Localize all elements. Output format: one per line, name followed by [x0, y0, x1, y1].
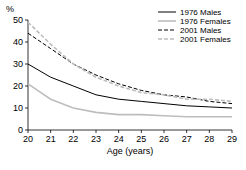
y-tick [25, 42, 28, 43]
x-tick-label: 29 [227, 134, 237, 144]
x-tick-label: 22 [68, 134, 78, 144]
x-tick [209, 130, 210, 133]
x-tick-label: 24 [114, 134, 124, 144]
y-tick [25, 86, 28, 87]
y-tick-label: 20 [13, 81, 23, 91]
x-tick [28, 130, 29, 133]
x-tick [232, 130, 233, 133]
x-label: Age (years) [107, 146, 154, 156]
x-tick-label: 21 [46, 134, 56, 144]
x-tick [96, 130, 97, 133]
legend-key [158, 20, 176, 22]
legend-label: 1976 Males [180, 8, 221, 17]
x-tick [73, 130, 74, 133]
legend-label: 2001 Males [180, 26, 221, 35]
y-axis [28, 20, 29, 130]
y-tick [25, 108, 28, 109]
x-tick-label: 20 [23, 134, 33, 144]
x-tick-label: 28 [204, 134, 214, 144]
x-tick [186, 130, 187, 133]
y-tick-label: 40 [13, 37, 23, 47]
y-tick [25, 20, 28, 21]
x-tick [50, 130, 51, 133]
y-tick-label: 50 [13, 15, 23, 25]
legend-key [158, 30, 176, 31]
series-line [28, 22, 232, 101]
x-axis [28, 130, 232, 131]
y-tick [25, 64, 28, 65]
x-tick-label: 26 [159, 134, 169, 144]
y-tick-label: 30 [13, 59, 23, 69]
x-tick-label: 25 [136, 134, 146, 144]
x-tick [141, 130, 142, 133]
legend-key [158, 38, 176, 40]
x-tick [118, 130, 119, 133]
x-tick-label: 23 [91, 134, 101, 144]
legend-label: 2001 Females [180, 35, 231, 44]
y-tick [25, 130, 28, 131]
legend-key [158, 12, 176, 13]
series-line [28, 64, 232, 108]
plot [28, 22, 232, 117]
y-label: % [6, 4, 14, 14]
x-tick-label: 27 [182, 134, 192, 144]
y-tick-label: 10 [13, 103, 23, 113]
legend-label: 1976 Females [180, 17, 231, 26]
series-line [28, 33, 232, 103]
chart: %0102030405020212223242526272829Age (yea… [0, 0, 246, 170]
x-tick [164, 130, 165, 133]
